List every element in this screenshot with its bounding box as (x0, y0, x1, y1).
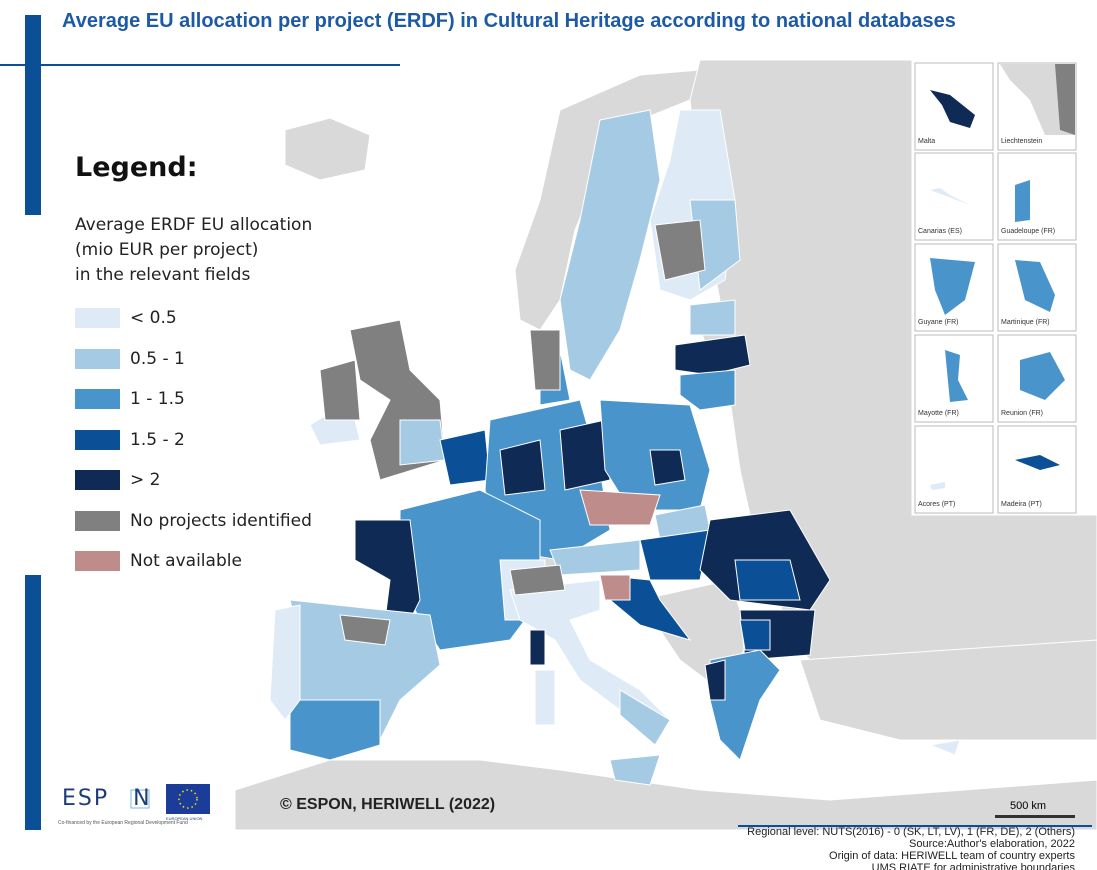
inset-label: Malta (918, 138, 935, 145)
region (930, 740, 960, 755)
inset-frame (998, 153, 1076, 240)
legend-swatch (75, 389, 120, 409)
region (270, 605, 300, 720)
inset-region (1015, 180, 1030, 222)
region (650, 450, 685, 485)
land (285, 118, 370, 180)
insets (915, 63, 1076, 513)
region (320, 360, 360, 420)
legend-description: (mio EUR per project) (75, 240, 258, 260)
legend-swatch (75, 551, 120, 571)
region (735, 560, 800, 600)
inset-label: Guadeloupe (FR) (1001, 228, 1055, 235)
page: Average EU allocation per project (ERDF)… (0, 0, 1097, 870)
legend-label: Not available (130, 551, 242, 571)
footer-line: Source:Author's elaboration, 2022 (747, 838, 1075, 850)
credit: © ESPON, HERIWELL (2022) (280, 796, 495, 814)
accent-bar (25, 575, 41, 830)
logo-text: ESP (62, 786, 109, 811)
inset-label: Madeira (PT) (1001, 501, 1042, 508)
accent-bar (25, 15, 41, 215)
legend-swatch (75, 308, 120, 328)
legend-description: in the relevant fields (75, 265, 250, 285)
logo-text: N (133, 786, 151, 811)
region (340, 615, 390, 645)
eu-flag (166, 784, 210, 814)
legend-heading: Legend: (75, 152, 198, 183)
region (440, 430, 490, 485)
legend-label: No projects identified (130, 511, 312, 531)
region (400, 420, 445, 465)
region (610, 755, 660, 785)
region (680, 370, 735, 410)
region (600, 575, 630, 600)
inset-label: Guyane (FR) (918, 319, 958, 326)
region (740, 620, 770, 650)
inset-frame (915, 153, 993, 240)
region (705, 660, 725, 700)
land (235, 760, 1097, 830)
legend-swatch (75, 349, 120, 369)
legend-swatch (75, 470, 120, 490)
legend-label: 0.5 - 1 (130, 349, 185, 369)
inset-label: Reunion (FR) (1001, 410, 1043, 417)
inset-label: Canarias (ES) (918, 228, 962, 235)
region (500, 440, 545, 495)
inset-frame (998, 426, 1076, 513)
region (530, 330, 560, 390)
region (535, 670, 555, 725)
footer-line: Origin of data: HERIWELL team of country… (747, 850, 1075, 862)
scale-label: 500 km (1010, 800, 1046, 812)
footer-line: Regional level: NUTS(2016) - 0 (SK, LT, … (747, 826, 1075, 838)
region (530, 630, 545, 665)
inset-label: Mayotte (FR) (918, 410, 959, 417)
region (510, 565, 565, 595)
eu-label: EUROPEAN UNION (166, 816, 202, 821)
region (690, 300, 735, 335)
title: Average EU allocation per project (ERDF)… (62, 10, 1022, 33)
region (290, 700, 380, 760)
region (580, 490, 660, 525)
region (640, 530, 710, 580)
inset-label: Acores (PT) (918, 501, 955, 508)
legend-swatch (75, 511, 120, 531)
inset-label: Liechtenstein (1001, 138, 1042, 145)
inset-frame (915, 426, 993, 513)
footer-line: UMS RIATE for administrative boundaries (747, 862, 1075, 870)
legend-label: 1.5 - 2 (130, 430, 185, 450)
legend-swatch (75, 430, 120, 450)
legend-label: > 2 (130, 470, 160, 490)
scale-bar (995, 815, 1075, 818)
legend-label: 1 - 1.5 (130, 389, 185, 409)
cofinanced: Co-financed by the European Regional Dev… (58, 820, 228, 826)
footer: Regional level: NUTS(2016) - 0 (SK, LT, … (747, 826, 1075, 870)
inset-label: Martinique (FR) (1001, 319, 1050, 326)
legend-description: Average ERDF EU allocation (75, 215, 312, 235)
legend-label: < 0.5 (130, 308, 177, 328)
espon-logo: ESP N (62, 786, 152, 811)
